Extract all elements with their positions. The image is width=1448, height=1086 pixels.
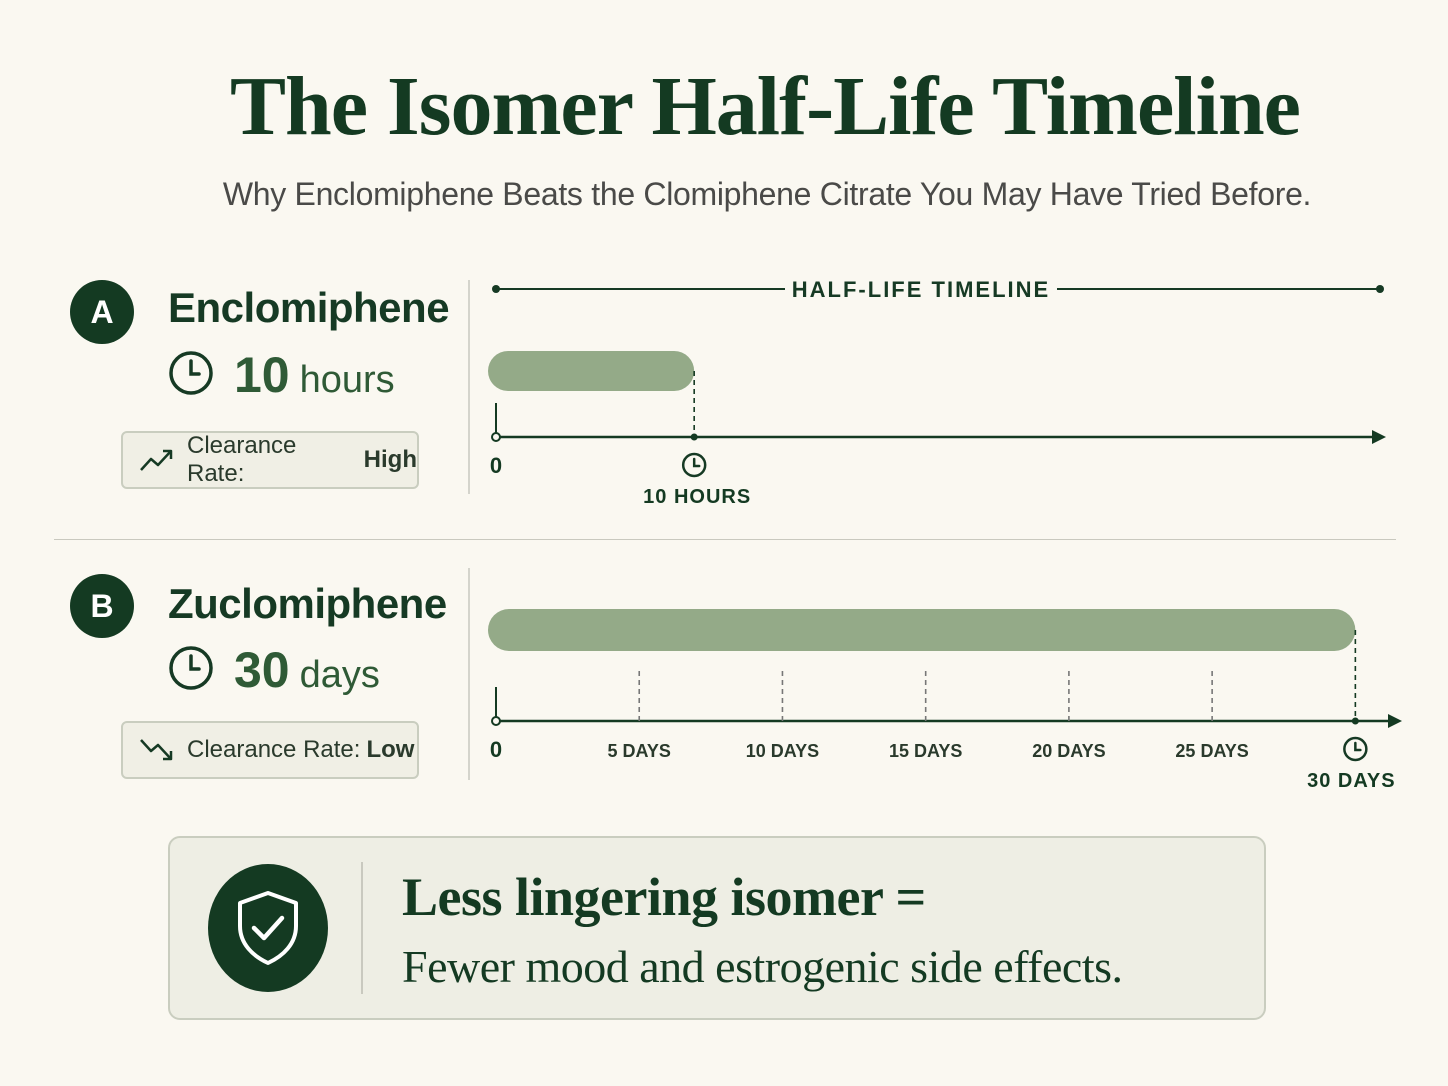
callout-divider (361, 862, 363, 994)
clock-icon (168, 645, 214, 696)
axis-arrow (1372, 430, 1386, 444)
tick-label: 15 DAYS (889, 741, 962, 761)
page-subtitle: Why Enclomiphene Beats the Clomiphene Ci… (222, 176, 1312, 212)
end-dot (690, 433, 698, 441)
row-separator (54, 539, 1396, 540)
half-life-a: 10 hours (168, 346, 395, 404)
trend-up-icon (139, 446, 175, 474)
tick-label: 5 DAYS (608, 741, 671, 761)
clearance-label-b: Clearance Rate: (187, 736, 361, 763)
shield-check-icon (208, 864, 328, 992)
clearance-rate-a: Clearance Rate: High (121, 431, 419, 489)
tick-label: 10 HOURS (643, 486, 751, 508)
row-a-divider (468, 280, 470, 494)
tick-label: 20 DAYS (1032, 741, 1105, 761)
half-life-value-b: 30 (234, 642, 290, 698)
half-life-b: 30 days (168, 641, 380, 699)
half-life-bar-enclomiphene (488, 351, 695, 391)
title-rule-left-dot (492, 285, 500, 293)
benefit-callout: Less lingering isomer = Fewer mood and e… (168, 836, 1266, 1020)
half-life-unit-b: days (299, 654, 380, 696)
origin-dot (491, 432, 501, 442)
origin-dot (491, 716, 501, 726)
badge-b: B (70, 574, 134, 638)
clearance-rate-b: Clearance Rate: Low (121, 721, 419, 779)
half-life-value-a: 10 (234, 347, 290, 403)
clock-icon (681, 452, 707, 478)
row-b-divider (468, 568, 470, 780)
half-life-bar-zuclomiphene (488, 609, 1356, 651)
callout-headline: Less lingering isomer = (402, 867, 926, 927)
isomer-name-a: Enclomiphene (168, 284, 450, 331)
clearance-value-b: Low (366, 736, 415, 763)
clearance-label-a: Clearance Rate: (187, 432, 297, 487)
chart-title: HALF-LIFE TIMELINE (792, 277, 1050, 302)
page-title: The Isomer Half-Life Timeline (230, 60, 1301, 153)
tick-label: 0 (490, 453, 502, 478)
tick-label: 25 DAYS (1175, 741, 1248, 761)
clearance-value-a: High (363, 446, 417, 473)
tick-label: 10 DAYS (746, 741, 819, 761)
trend-down-icon (139, 736, 175, 764)
half-life-chart-b: 0 5 DAYS 10 DAYS 15 DAYS 20 DAYS 25 DAYS 30 DA… (488, 609, 1402, 792)
callout-subline: Fewer mood and estrogenic side effects. (402, 941, 1123, 992)
clock-icon (1343, 736, 1368, 762)
half-life-unit-a: hours (299, 359, 395, 401)
isomer-name-b: Zuclomiphene (168, 580, 447, 627)
end-dot (1351, 717, 1359, 725)
tick-label: 0 (490, 737, 502, 762)
half-life-chart-a: HALF-LIFE TIMELINE 0 10 HOURS (488, 277, 1386, 508)
clock-icon (168, 350, 214, 401)
badge-a: A (70, 280, 134, 344)
tick-label: 30 DAYS (1307, 770, 1396, 792)
title-rule-right-dot (1376, 285, 1384, 293)
axis-arrow (1388, 714, 1402, 728)
